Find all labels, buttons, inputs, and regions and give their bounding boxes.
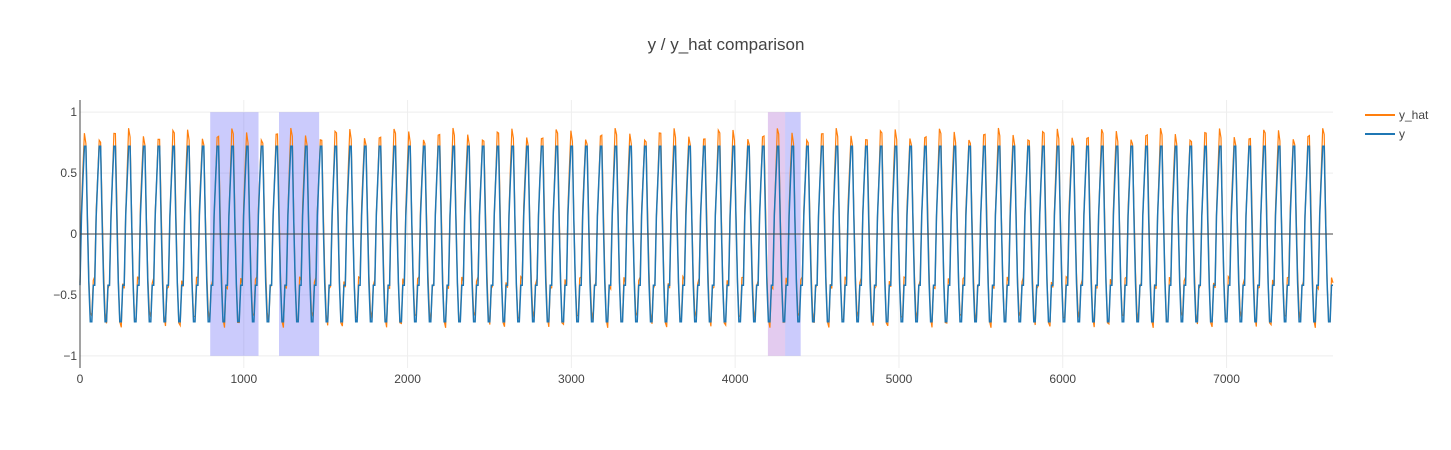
- series-lines: [79, 127, 1334, 328]
- y-axis-ticks: −1 −0.5 0 0.5 1: [53, 105, 77, 363]
- x-tick-label: 3000: [558, 372, 585, 386]
- x-tick-label: 1000: [230, 372, 257, 386]
- x-axis-ticks: 0 1000 2000 3000 4000 5000 6000 7000: [77, 372, 1241, 386]
- x-tick-label: 7000: [1213, 372, 1240, 386]
- axes: [79, 100, 1333, 368]
- y-tick-label: −0.5: [53, 288, 77, 302]
- chart-title: y / y_hat comparison: [648, 35, 805, 54]
- y-tick-label: 1: [70, 105, 77, 119]
- legend-label: y_hat: [1399, 108, 1429, 122]
- x-tick-label: 5000: [886, 372, 913, 386]
- legend-label: y: [1399, 127, 1405, 141]
- legend-item-y_hat[interactable]: y_hat: [1365, 108, 1429, 122]
- series-line-y: [79, 145, 1333, 323]
- y-tick-label: −1: [63, 349, 77, 363]
- x-tick-label: 2000: [394, 372, 421, 386]
- y-tick-label: 0.5: [60, 166, 77, 180]
- x-tick-label: 4000: [722, 372, 749, 386]
- x-tick-label: 6000: [1049, 372, 1076, 386]
- y-tick-label: 0: [70, 227, 77, 241]
- legend-item-y[interactable]: y: [1365, 127, 1405, 141]
- x-tick-label: 0: [77, 372, 84, 386]
